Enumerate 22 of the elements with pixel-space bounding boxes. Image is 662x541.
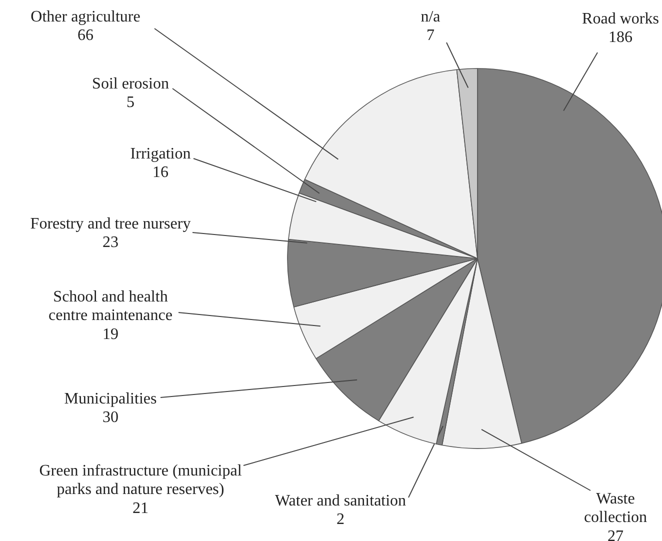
slice-label: Road works [582,10,659,28]
data-label: 19 [102,326,118,343]
data-label: 5 [126,94,134,112]
slice-label: School and health centre maintenance [48,288,172,324]
data-label: 23 [102,234,118,252]
data-label: 27 [608,528,624,541]
slice-label: Irrigation [130,146,191,162]
data-label: 21 [132,500,148,517]
data-label: 7 [426,27,434,44]
slice-label: Soil erosion [92,76,169,92]
data-label: 186 [608,29,632,46]
slice-label: Municipalities [64,390,157,408]
slice-label: Water and sanitation [274,492,406,510]
slice-label: Waste collection [584,490,648,526]
data-label: 66 [78,27,94,44]
slice-label: Green infrastructure (municipal parks and nature reserves) [39,462,242,498]
slice-label: Forestry and tree nursery [30,216,191,232]
slice-label: n/a [420,8,440,26]
data-label: 2 [336,511,344,528]
slice-label: Other agriculture [30,8,140,26]
data-label: 30 [102,409,118,426]
data-label: 16 [152,164,168,182]
